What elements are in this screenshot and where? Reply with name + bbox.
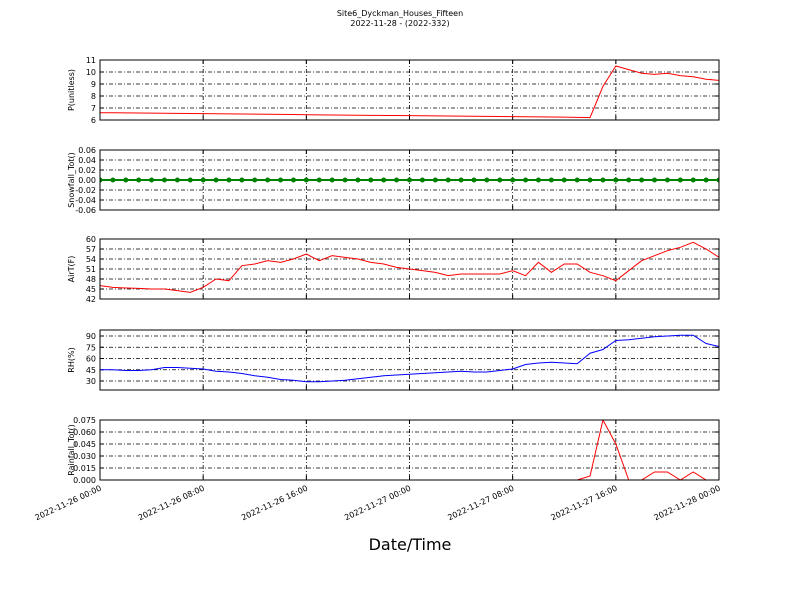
- data-line: [100, 65, 719, 119]
- data-point: [161, 177, 167, 183]
- data-point: [355, 177, 361, 183]
- data-point: [368, 177, 374, 183]
- plot-frame: [99, 419, 720, 481]
- y-tick-label: 0.00: [78, 176, 96, 185]
- data-point: [200, 177, 206, 183]
- y-axis-label: RH(%): [67, 347, 76, 372]
- data-point: [290, 177, 296, 183]
- y-tick-label: 75: [86, 343, 96, 352]
- data-point: [484, 177, 490, 183]
- data-point: [329, 177, 335, 183]
- data-point: [716, 177, 719, 183]
- data-point: [239, 177, 245, 183]
- y-tick-label: 11: [86, 56, 96, 65]
- y-tick-label: 0.000: [73, 476, 96, 485]
- data-point: [458, 177, 464, 183]
- data-line: [100, 334, 719, 383]
- y-tick-label: 0.060: [73, 428, 96, 437]
- data-point: [265, 177, 271, 183]
- data-point: [110, 177, 116, 183]
- y-tick-label: 0.045: [73, 440, 96, 449]
- data-point: [639, 177, 645, 183]
- data-point: [600, 177, 606, 183]
- data-point: [303, 177, 309, 183]
- chart-subtitle: 2022-11-28 - (2022-332): [350, 19, 449, 28]
- data-line: [100, 420, 719, 480]
- y-tick-label: 10: [86, 68, 96, 77]
- plot-frame: [99, 238, 720, 300]
- data-point: [677, 177, 683, 183]
- chart-title: Site6_Dyckman_Houses_Fifteen: [337, 9, 463, 18]
- data-point: [548, 177, 554, 183]
- plot-frame: [99, 329, 720, 391]
- data-point: [445, 177, 451, 183]
- plot-frame: [99, 59, 720, 121]
- y-tick-label: 0.015: [73, 464, 96, 473]
- data-point: [174, 177, 180, 183]
- y-tick-label: 0.075: [73, 416, 96, 425]
- data-line: [100, 241, 719, 293]
- y-tick-label: 6: [91, 116, 96, 125]
- y-tick-label: 57: [86, 245, 96, 254]
- y-axis-label: P(unitless): [67, 69, 76, 111]
- data-point: [381, 177, 387, 183]
- y-tick-label: 90: [86, 332, 96, 341]
- y-axis-label: Snowfall_Tot(): [67, 152, 76, 208]
- data-point: [316, 177, 322, 183]
- data-point: [613, 177, 619, 183]
- y-tick-label: 42: [86, 295, 96, 304]
- y-tick-label: 60: [86, 355, 96, 364]
- data-point: [587, 177, 593, 183]
- data-point: [561, 177, 567, 183]
- data-point: [432, 177, 438, 183]
- y-tick-label: 8: [91, 92, 96, 101]
- data-point: [252, 177, 258, 183]
- data-point: [497, 177, 503, 183]
- y-axis-label: Rainfall_Tot(): [67, 424, 76, 476]
- y-tick-label: 0.030: [73, 452, 96, 461]
- y-tick-label: 60: [86, 235, 96, 244]
- data-point: [226, 177, 232, 183]
- data-point: [703, 177, 709, 183]
- y-tick-label: 51: [86, 265, 96, 274]
- y-tick-label: 54: [86, 255, 96, 264]
- y-tick-label: 0.02: [78, 166, 96, 175]
- data-point: [574, 177, 580, 183]
- data-point: [136, 177, 142, 183]
- data-point: [213, 177, 219, 183]
- data-point: [523, 177, 529, 183]
- y-tick-label: 45: [86, 285, 96, 294]
- data-point: [535, 177, 541, 183]
- data-point: [407, 177, 412, 183]
- data-point: [278, 177, 284, 183]
- y-tick-label: 48: [86, 275, 96, 284]
- y-tick-label: 45: [86, 366, 96, 375]
- data-point: [419, 177, 425, 183]
- data-point: [149, 177, 155, 183]
- data-point: [664, 177, 670, 183]
- y-tick-label: 9: [91, 80, 96, 89]
- data-point: [626, 177, 632, 183]
- plot-frame: [99, 149, 720, 211]
- y-tick-label: 30: [86, 377, 96, 386]
- data-point: [100, 177, 103, 183]
- y-axis-label: AirT(F): [67, 256, 76, 283]
- data-point: [652, 177, 658, 183]
- y-tick-label: 0.04: [78, 156, 96, 165]
- data-point: [187, 177, 193, 183]
- data-point: [510, 177, 516, 183]
- y-tick-label: -0.02: [75, 186, 96, 195]
- y-tick-label: 0.06: [78, 146, 96, 155]
- data-point: [342, 177, 348, 183]
- y-tick-label: 7: [91, 104, 96, 113]
- data-point: [690, 177, 696, 183]
- y-tick-label: -0.04: [75, 196, 96, 205]
- data-point: [394, 177, 400, 183]
- data-point: [123, 177, 129, 183]
- x-axis-label: Date/Time: [369, 535, 452, 554]
- data-point: [471, 177, 477, 183]
- y-tick-label: -0.06: [75, 206, 96, 215]
